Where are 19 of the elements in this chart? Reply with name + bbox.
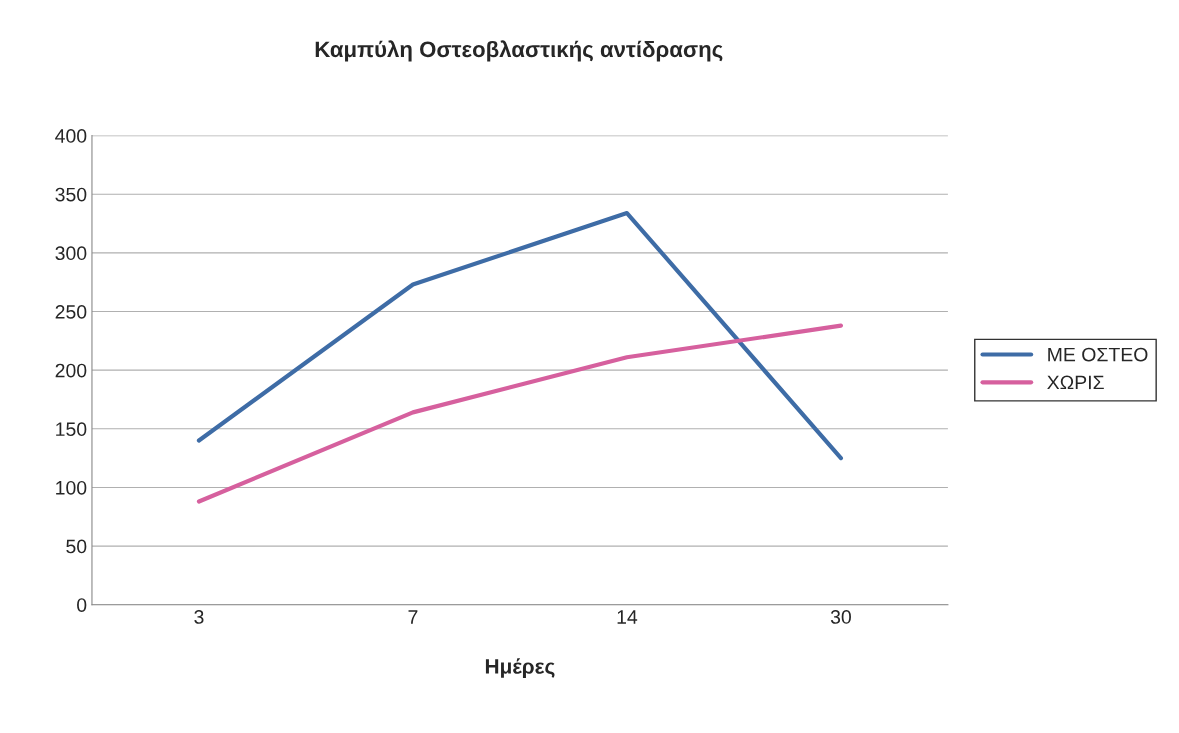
y-tick-label: 350 bbox=[55, 187, 87, 202]
x-tick-label: 14 bbox=[617, 610, 638, 624]
x-tick-label: 3 bbox=[194, 610, 204, 624]
legend-label: ΧΩΡΙΣ bbox=[1047, 375, 1104, 390]
y-tick-label: 250 bbox=[55, 304, 87, 319]
y-tick-label: 200 bbox=[55, 363, 87, 378]
line-series bbox=[196, 210, 844, 461]
x-tick-label: 30 bbox=[830, 610, 851, 624]
y-tick-label: 0 bbox=[77, 598, 87, 612]
line-series bbox=[196, 323, 844, 504]
y-tick-label: 150 bbox=[56, 422, 87, 437]
y-tick-label: 300 bbox=[55, 246, 87, 261]
y-tick-label: 100 bbox=[56, 480, 87, 495]
x-tick-label: 7 bbox=[408, 610, 418, 624]
y-tick-label: 400 bbox=[55, 129, 87, 143]
chart-title: Καμπύλη Οστεοβλαστικής αντίδρασης bbox=[315, 40, 723, 62]
y-tick-label: 50 bbox=[66, 539, 87, 554]
x-axis-title: Ημέρες bbox=[485, 658, 555, 678]
legend-label: ΜΕ ΟΣΤΕΟ bbox=[1048, 347, 1148, 362]
